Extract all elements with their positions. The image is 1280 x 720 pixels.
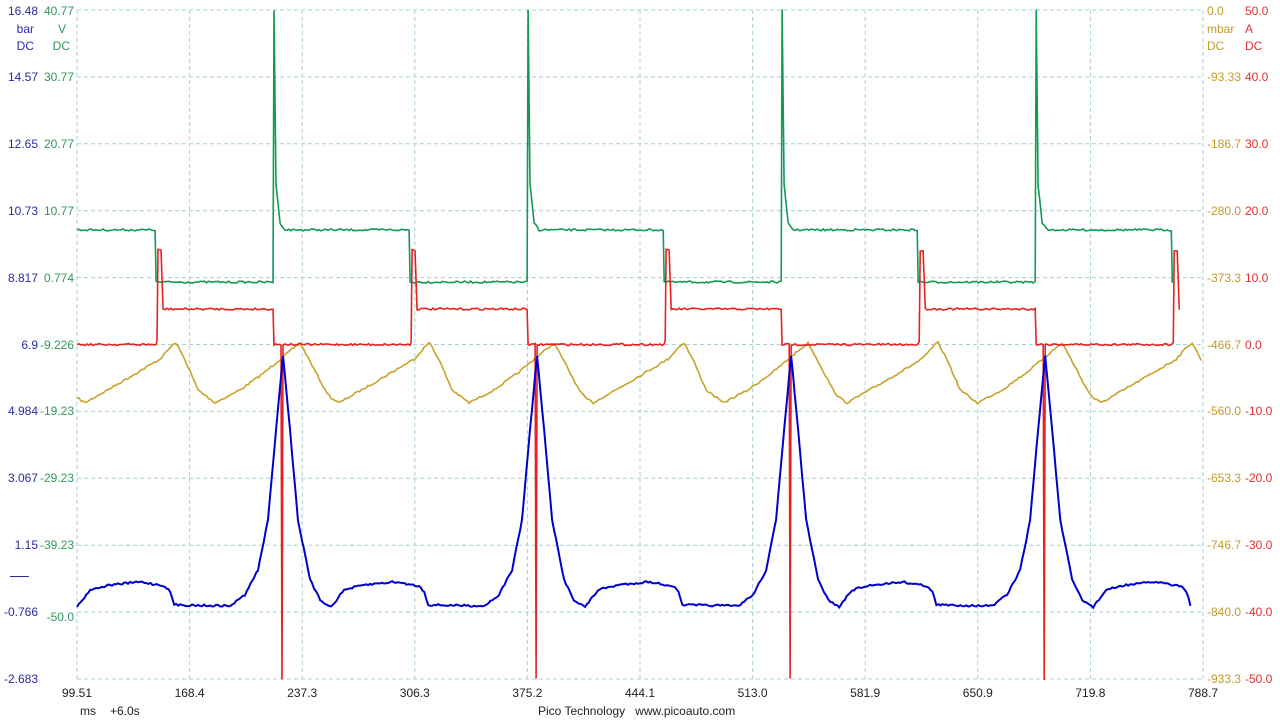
trace-bar [76, 355, 1192, 610]
y-tick-label-bar: -2.683 [3, 672, 38, 686]
y-tick-label-mbar: 0.0 [1207, 4, 1224, 18]
y-tick-label-bar: 3.067 [7, 471, 38, 486]
y-tick-label-mbar: -93.33 [1207, 69, 1242, 84]
y-tick-label-A: 40.0 [1245, 69, 1269, 84]
y-tick-label-V: 10.77 [43, 203, 74, 218]
axis-unit-mbar: mbar [1207, 22, 1235, 36]
trace-A [76, 248, 1181, 681]
y-tick-label-bar: 4.984 [7, 404, 38, 419]
trace-V [76, 9, 1174, 285]
y-tick-label-bar: 1.15 [14, 538, 38, 553]
x-tick-label: 375.2 [512, 686, 543, 700]
x-tick-label: 237.3 [287, 686, 318, 700]
y-tick-label-A: 30.0 [1245, 136, 1269, 151]
x-tick-label: 581.9 [850, 686, 881, 700]
x-tick-label: 788.7 [1187, 686, 1219, 700]
axis-unit-bar: bar [16, 22, 34, 36]
y-tick-label-mbar: -280.0 [1207, 203, 1242, 218]
y-tick-label-A: 10.0 [1245, 270, 1269, 285]
x-tick-label: 306.3 [399, 686, 430, 700]
y-tick-label-A: -30.0 [1245, 538, 1273, 553]
axis-coupling-A: DC [1245, 39, 1263, 53]
x-tick-label: 513.0 [737, 686, 768, 700]
y-tick-label-bar: -0.766 [3, 605, 38, 620]
y-tick-label-V: 0.774 [43, 270, 74, 285]
y-tick-label-mbar: -933.3 [1207, 672, 1242, 686]
y-tick-label-A: 0.0 [1245, 337, 1262, 352]
brand-label: Pico Technology www.picoauto.com [538, 704, 736, 718]
y-tick-label-A: -10.0 [1245, 404, 1273, 419]
y-tick-label-A: 50.0 [1245, 4, 1269, 18]
axis-coupling-V: DC [52, 39, 70, 53]
y-tick-label-V: 40.77 [43, 4, 74, 18]
y-tick-label-V: -9.226 [39, 337, 74, 352]
y-tick-label-V: 20.77 [43, 136, 74, 151]
y-tick-label-V: -19.23 [39, 404, 74, 419]
x-tick-label: 650.9 [962, 686, 993, 700]
y-tick-label-V: 30.77 [43, 69, 74, 84]
y-tick-label-V: -29.23 [39, 471, 74, 486]
y-tick-label-mbar: -560.0 [1207, 404, 1242, 419]
time-offset-label: +6.0s [110, 704, 140, 718]
y-tick-label-A: -50.0 [1245, 672, 1273, 686]
y-tick-label-mbar: -466.7 [1207, 337, 1242, 352]
y-tick-label-bar: 10.73 [7, 203, 38, 218]
axis-unit-V: V [57, 22, 66, 36]
x-tick-label: 168.4 [174, 686, 205, 700]
x-tick-label: 444.1 [624, 686, 656, 700]
y-tick-label-mbar: -653.3 [1207, 471, 1242, 486]
y-tick-label-mbar: -840.0 [1207, 605, 1242, 620]
y-tick-label-bar: 16.48 [7, 4, 38, 18]
x-tick-label: 99.51 [61, 686, 93, 700]
y-tick-label-bar: 6.9 [21, 337, 38, 352]
channel-a-marker [10, 576, 29, 577]
y-tick-label-A: -20.0 [1245, 471, 1273, 486]
y-tick-label-V: -39.23 [39, 538, 74, 553]
y-tick-label-A: -40.0 [1245, 605, 1273, 620]
y-tick-label-bar: 12.65 [7, 136, 38, 151]
y-tick-label-mbar: -746.7 [1207, 538, 1242, 553]
time-unit-label: ms [80, 704, 96, 718]
x-tick-label: 719.8 [1075, 686, 1106, 700]
axis-unit-A: A [1245, 22, 1254, 36]
axis-coupling-bar: DC [16, 39, 34, 53]
y-tick-label-mbar: -373.3 [1207, 270, 1242, 285]
y-tick-label-mbar: -186.7 [1207, 136, 1242, 151]
y-tick-label-A: 20.0 [1245, 203, 1269, 218]
y-tick-label-bar: 8.817 [7, 270, 38, 285]
trace-mbar [76, 340, 1202, 405]
axis-coupling-mbar: DC [1207, 39, 1225, 53]
y-tick-label-V: -50.0 [46, 610, 74, 625]
y-tick-label-bar: 14.57 [7, 69, 38, 84]
